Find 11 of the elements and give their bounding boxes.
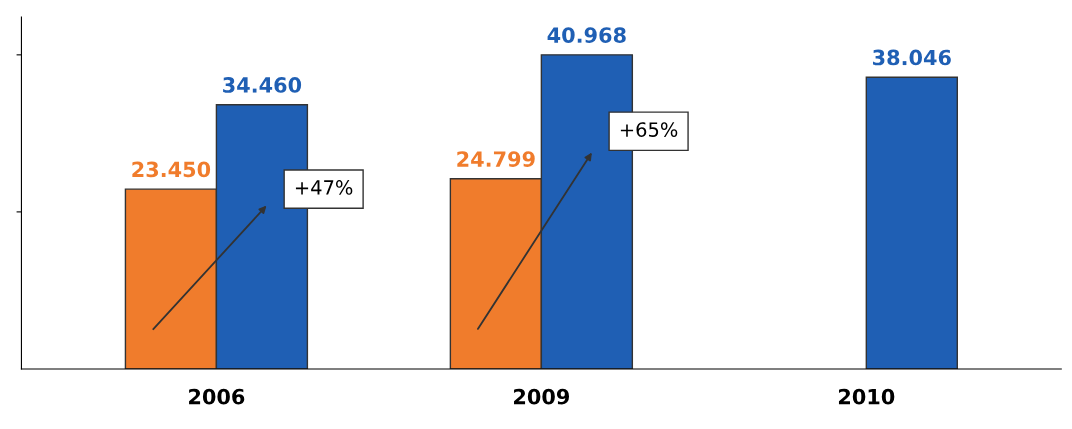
annotation: +65% xyxy=(620,122,678,137)
x-tick-label: 2006 xyxy=(189,388,245,405)
data-label: 40.968 xyxy=(547,27,626,43)
data-label: 24.799 xyxy=(457,151,535,167)
bar xyxy=(865,76,958,369)
annotation: +47% xyxy=(295,180,353,195)
data-label: 23.450 xyxy=(132,161,211,178)
data-label: 34.460 xyxy=(223,77,302,93)
data-label: 38.046 xyxy=(873,49,951,66)
x-tick-label: 2009 xyxy=(514,388,570,405)
x-tick-label: 2010 xyxy=(838,388,895,405)
